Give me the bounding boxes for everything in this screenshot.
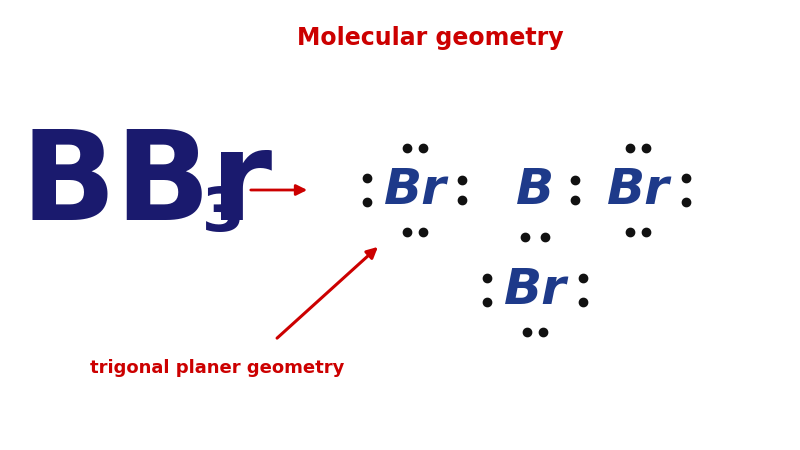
- Text: Br: Br: [384, 166, 446, 214]
- Text: Molecular geometry: Molecular geometry: [297, 26, 563, 50]
- Text: B: B: [516, 166, 554, 214]
- Text: trigonal planer geometry: trigonal planer geometry: [90, 359, 344, 377]
- Text: BBr: BBr: [20, 125, 272, 246]
- Text: Br: Br: [606, 166, 670, 214]
- Text: 3: 3: [202, 185, 245, 244]
- Text: Br: Br: [504, 266, 566, 314]
